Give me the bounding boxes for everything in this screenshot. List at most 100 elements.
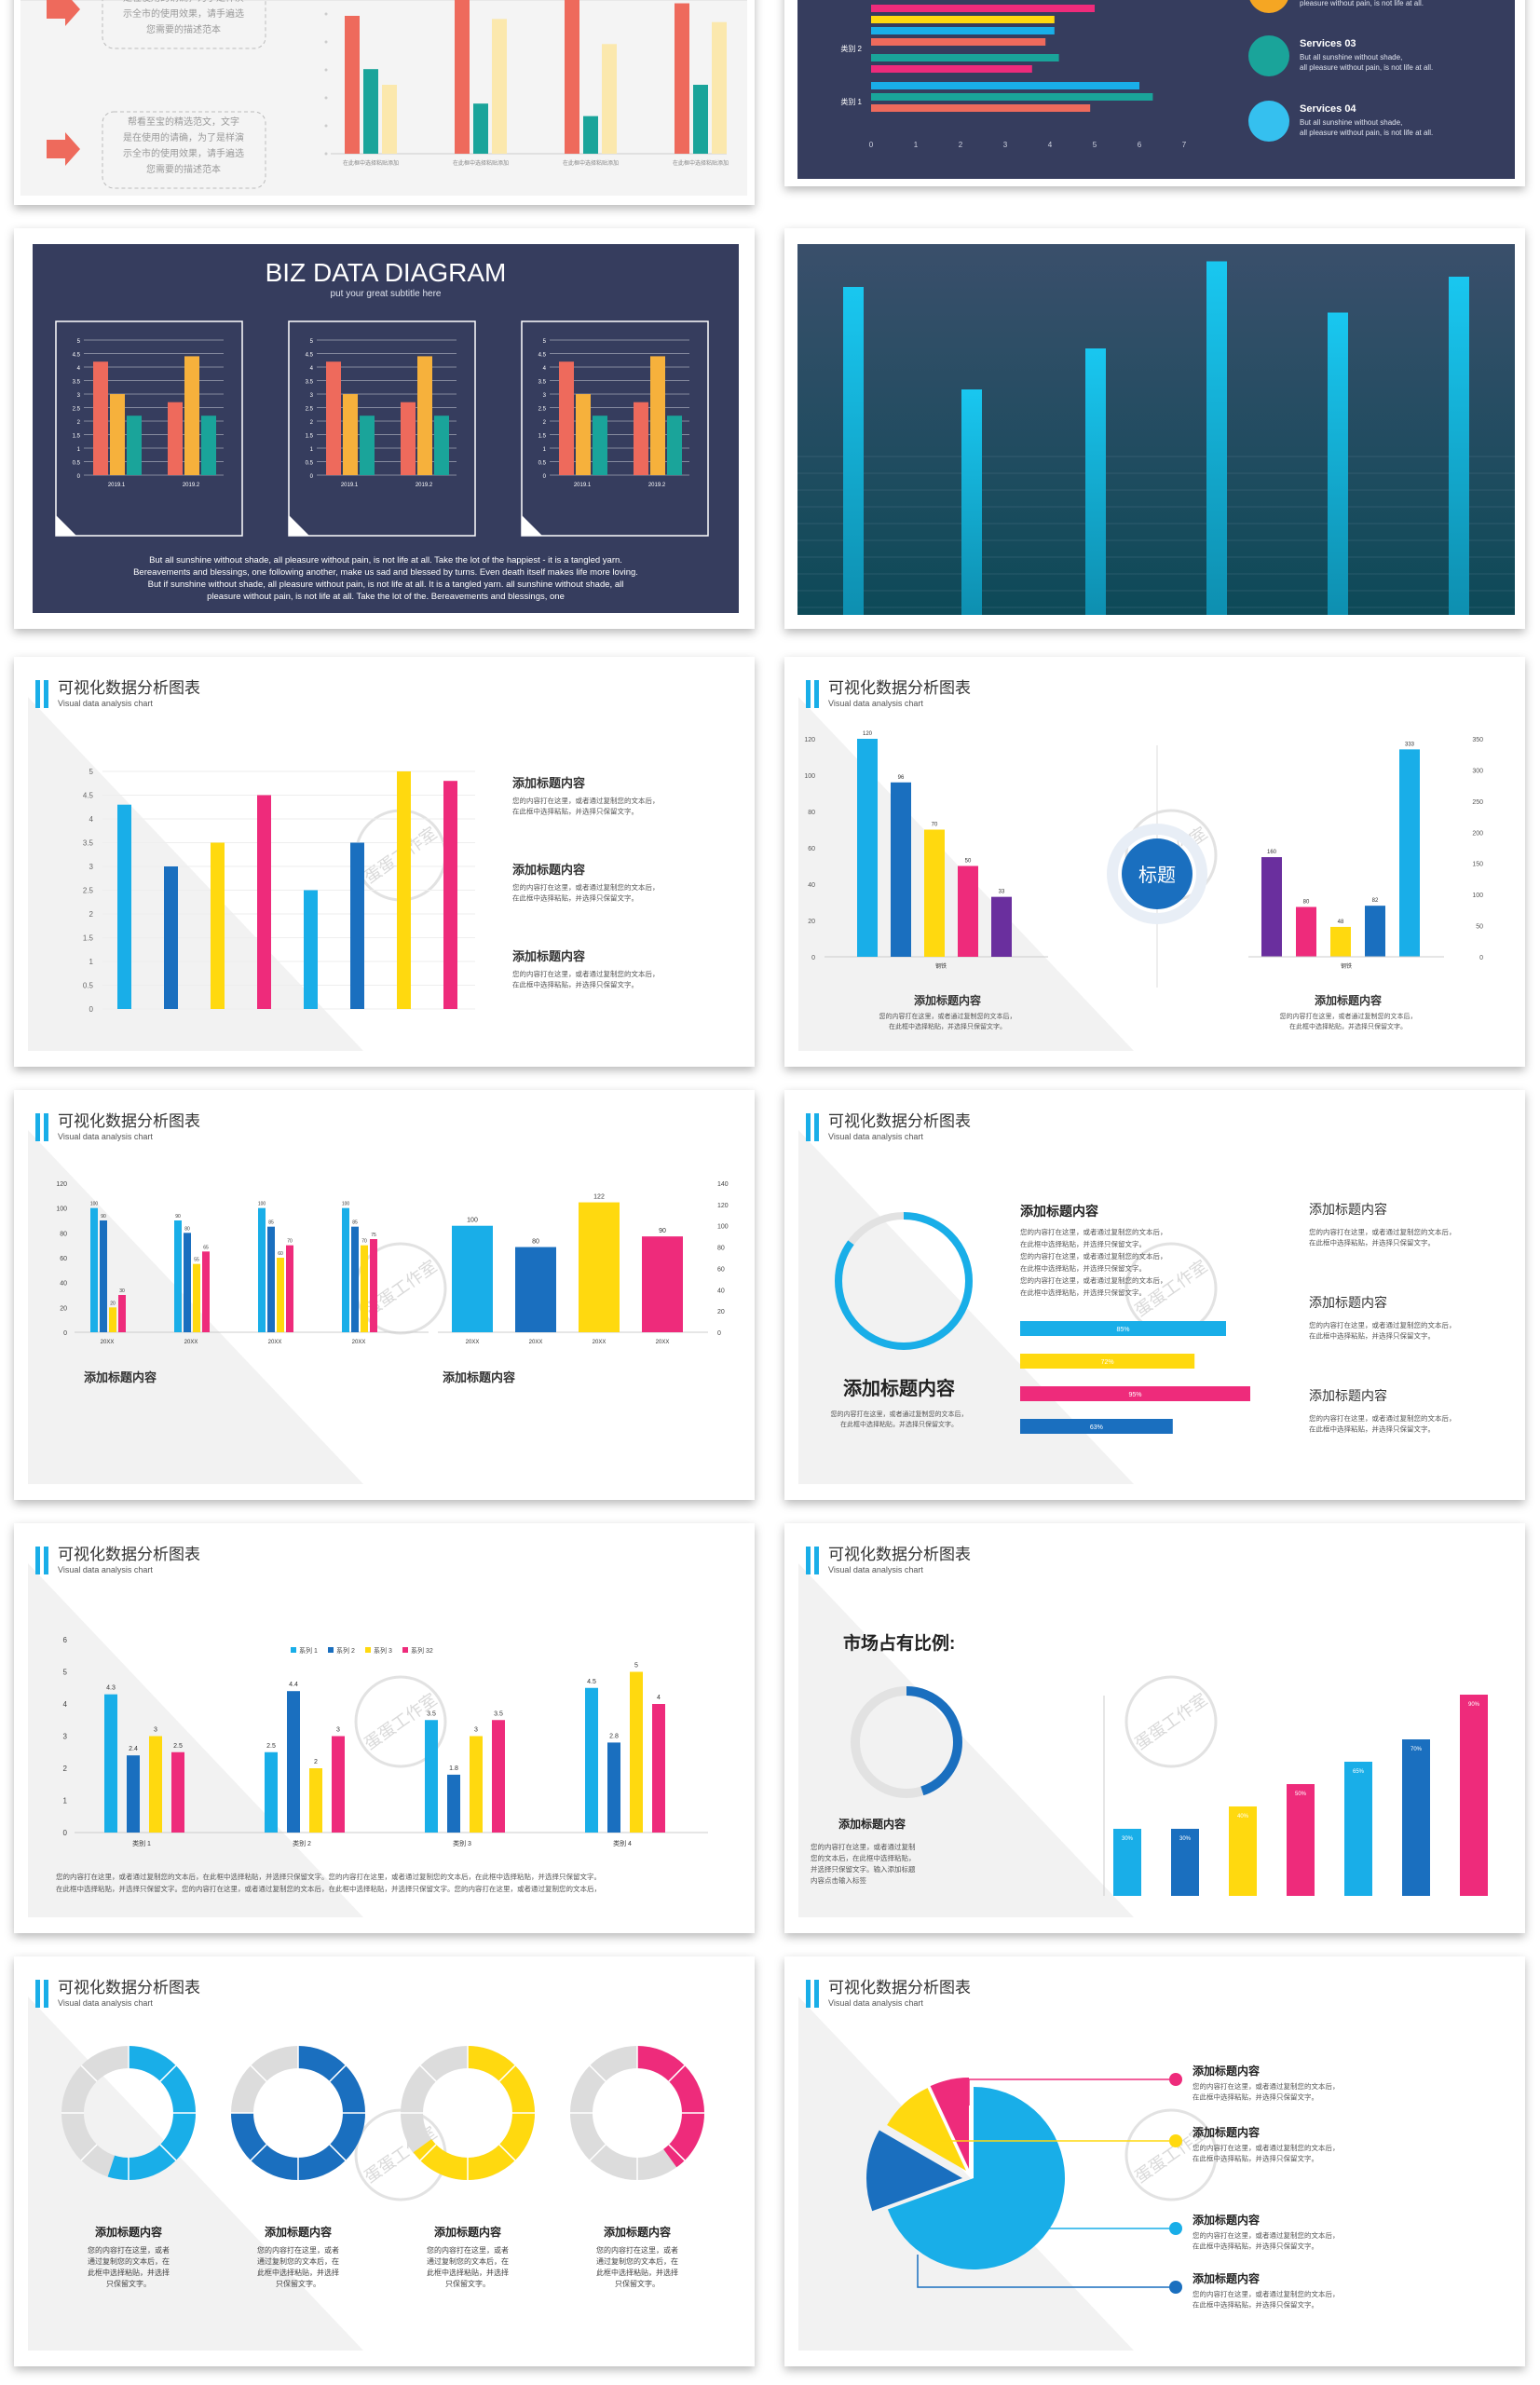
value-label: 2.5 — [266, 1743, 276, 1750]
value-label: 70 — [932, 823, 938, 828]
hbar — [871, 38, 1046, 46]
x-label: 类别 4 — [613, 1839, 632, 1847]
caption-text: 此框中选择粘贴，并选择 — [596, 2268, 678, 2277]
bar — [345, 16, 360, 154]
corner-fold-icon — [56, 515, 76, 536]
item-text: 您的内容打在这里，或者通过复制您的文本后， — [1309, 1413, 1456, 1423]
bar — [492, 19, 507, 155]
header-bar-icon — [814, 1980, 819, 2008]
value-label: 85 — [352, 1220, 358, 1226]
left-title: 添加标题内容 — [843, 1377, 955, 1399]
y-tick: 100 — [56, 1206, 67, 1213]
y-tick: 3 — [310, 393, 314, 399]
caption-title: 添加标题内容 — [434, 2225, 501, 2239]
x-label: 20XX — [101, 1340, 115, 1345]
y-tick: 80 — [808, 810, 815, 816]
item-title: 添加标题内容 — [1192, 2213, 1260, 2227]
caption-title: 添加标题内容 — [84, 1370, 157, 1384]
y-tick: 4.5 — [538, 353, 547, 359]
bar — [712, 21, 727, 155]
header-title-cn: 可视化数据分析图表 — [58, 1546, 200, 1563]
hbar — [871, 16, 1055, 23]
item-text: 您的内容打在这里，或者通过复制您的文本后， — [1192, 2289, 1340, 2298]
progress-label: 95% — [1128, 1392, 1141, 1398]
y-tick: 0 — [1479, 955, 1483, 961]
y-tick: 350 — [1472, 737, 1483, 743]
y-tick: 0.5 — [83, 982, 94, 990]
bar — [693, 85, 708, 154]
value-label: 4.3 — [106, 1685, 116, 1692]
value-label: 100 — [90, 1202, 99, 1207]
y-tick: 60 — [717, 1266, 725, 1273]
mini-bar — [343, 394, 358, 475]
hbar — [871, 82, 1139, 89]
item-text: 您的内容打在这里，或者通过复制您的文本后， — [1309, 1320, 1456, 1329]
header-bar-icon — [35, 1980, 40, 2008]
item-text: 在此框中选择粘贴，并选择只保留文字。 — [1192, 2300, 1318, 2310]
mini-bar — [184, 356, 199, 475]
header-bar-icon — [35, 1113, 40, 1141]
slide9-grouped-bar-chart: 6 5 4 3 2 1 0 系列 1 系列 2 系列 3 系列 32 4.3 2.4 3 2.5 类别 1 2.… — [56, 1636, 708, 1893]
caption-title: 添加标题内容 — [443, 1370, 515, 1384]
bar — [991, 896, 1012, 957]
item-text: 您的内容打在这里，或者通过复制您的文本后， — [1192, 2230, 1340, 2240]
header-title-cn: 可视化数据分析图表 — [58, 679, 200, 697]
item-text: 您的内容打在这里，或者通过复制您的文本后， — [1192, 2081, 1340, 2091]
watermark-icon — [1124, 1675, 1218, 1768]
biz-subtitle: put your great subtitle here — [331, 289, 442, 299]
header-title-en: Visual data analysis chart — [58, 1132, 153, 1141]
item-text: 在此框中选择粘贴，并选择只保留文字。 — [1192, 2154, 1318, 2163]
category-label: 在此框中选择粘贴添加 — [673, 159, 729, 167]
left-text: 在此框中选择粘贴，并选择只保留文字。 — [840, 1420, 958, 1428]
caption-text: 并选择只保留文字。输入添加标题 — [811, 1864, 916, 1874]
mid-text: 您的内容打在这里，或者通过复制您的文本后， — [1020, 1251, 1167, 1261]
mid-text: 在此框中选择粘贴，并选择只保留文字。 — [1020, 1239, 1146, 1248]
bar — [342, 1207, 349, 1332]
donut-divider — [80, 2144, 98, 2161]
value-label: 20 — [110, 1301, 116, 1306]
donut-divider — [419, 2065, 437, 2082]
y-tick: 0 — [310, 474, 314, 480]
y-tick: 4.5 — [306, 353, 314, 359]
value-label: 55 — [194, 1258, 199, 1263]
y-tick: 4 — [63, 1700, 68, 1709]
bar — [100, 1220, 107, 1332]
item-title: 添加标题内容 — [512, 776, 585, 790]
donut-divider — [250, 2144, 267, 2161]
legend-swatch — [402, 1647, 408, 1653]
slide5-bar-chart: 5 4.5 4 3.5 3 2.5 2 1.5 1 0.5 0 — [83, 768, 475, 1014]
slide6-dual-chart: 12010080604020012096705033钢铁160804882333… — [804, 731, 1483, 1030]
legend-label: 系列 1 — [299, 1646, 318, 1655]
y-tick: 5 — [63, 1669, 68, 1677]
bar — [117, 804, 131, 1009]
slide4-bars — [843, 261, 1469, 615]
value-label: 50 — [965, 859, 972, 865]
mid-text: 您的内容打在这里，或者通过复制您的文本后， — [1020, 1275, 1167, 1285]
header-title-en: Visual data analysis chart — [828, 1565, 923, 1574]
x-tick: 2019.2 — [183, 483, 200, 488]
bar — [211, 842, 225, 1009]
diagonal-shade — [798, 1997, 1134, 2351]
item-text: 在此框中选择粘贴，并选择只保留文字。 — [1309, 1424, 1435, 1434]
center-label: 标题 — [1138, 865, 1176, 886]
x-tick: 0 — [869, 141, 874, 149]
y-tick: 2 — [77, 420, 81, 426]
bar — [579, 1202, 620, 1332]
mid-text: 您的内容打在这里，或者通过复制您的文本后， — [1020, 1227, 1167, 1236]
caption-text: 通过复制您的文本后，在 — [257, 2256, 339, 2266]
value-label: 80 — [532, 1239, 539, 1246]
item-text: 在此框中选择粘贴，并选择只保留文字。 — [512, 893, 638, 903]
y-tick: 150 — [1472, 862, 1483, 868]
value-label: 90 — [659, 1228, 666, 1234]
caption-text: 您的内容打在这里，或者 — [257, 2245, 339, 2255]
value-label: 5 — [634, 1663, 638, 1670]
caption-title: 添加标题内容 — [914, 993, 981, 1007]
caption-text: 只保留文字。 — [106, 2279, 151, 2288]
y-tick: 0.5 — [538, 461, 547, 467]
value-label: 4.5 — [587, 1679, 596, 1685]
textbox-line: 示全市的使用效果，请手遍选 — [123, 147, 244, 159]
value-label: 70 — [287, 1239, 293, 1245]
